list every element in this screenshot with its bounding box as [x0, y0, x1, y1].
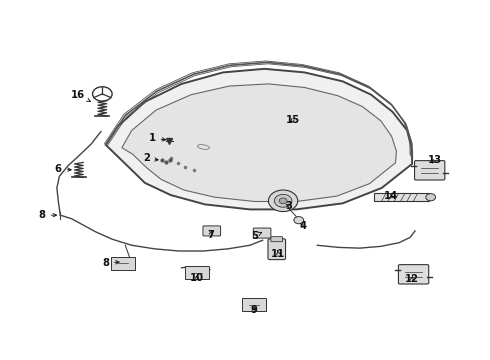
Circle shape: [269, 190, 298, 212]
Ellipse shape: [197, 145, 209, 149]
Text: 12: 12: [405, 274, 419, 284]
Circle shape: [426, 194, 436, 201]
FancyBboxPatch shape: [415, 161, 445, 180]
Circle shape: [274, 194, 292, 207]
FancyBboxPatch shape: [185, 266, 209, 279]
Text: 9: 9: [250, 305, 257, 315]
Text: 4: 4: [299, 221, 306, 231]
FancyBboxPatch shape: [268, 239, 286, 260]
Polygon shape: [106, 69, 412, 210]
Polygon shape: [122, 84, 396, 202]
FancyBboxPatch shape: [271, 237, 283, 242]
Circle shape: [294, 217, 304, 224]
FancyBboxPatch shape: [398, 265, 429, 284]
FancyBboxPatch shape: [203, 226, 220, 236]
Text: 8: 8: [102, 258, 119, 268]
Text: 7: 7: [207, 230, 214, 239]
Text: 5: 5: [251, 231, 262, 240]
Text: 10: 10: [190, 273, 204, 283]
FancyBboxPatch shape: [242, 298, 266, 311]
FancyBboxPatch shape: [374, 193, 429, 201]
Circle shape: [279, 198, 287, 204]
Text: 14: 14: [384, 191, 398, 201]
FancyBboxPatch shape: [111, 257, 135, 270]
Text: 6: 6: [55, 164, 71, 174]
Text: 1: 1: [148, 133, 166, 143]
Text: 11: 11: [271, 248, 285, 258]
Text: 8: 8: [39, 210, 56, 220]
Text: 15: 15: [286, 115, 300, 125]
Text: 16: 16: [71, 90, 91, 102]
FancyBboxPatch shape: [253, 228, 271, 238]
Text: 13: 13: [428, 155, 441, 165]
Text: 2: 2: [143, 153, 158, 163]
Text: 3: 3: [286, 201, 293, 211]
